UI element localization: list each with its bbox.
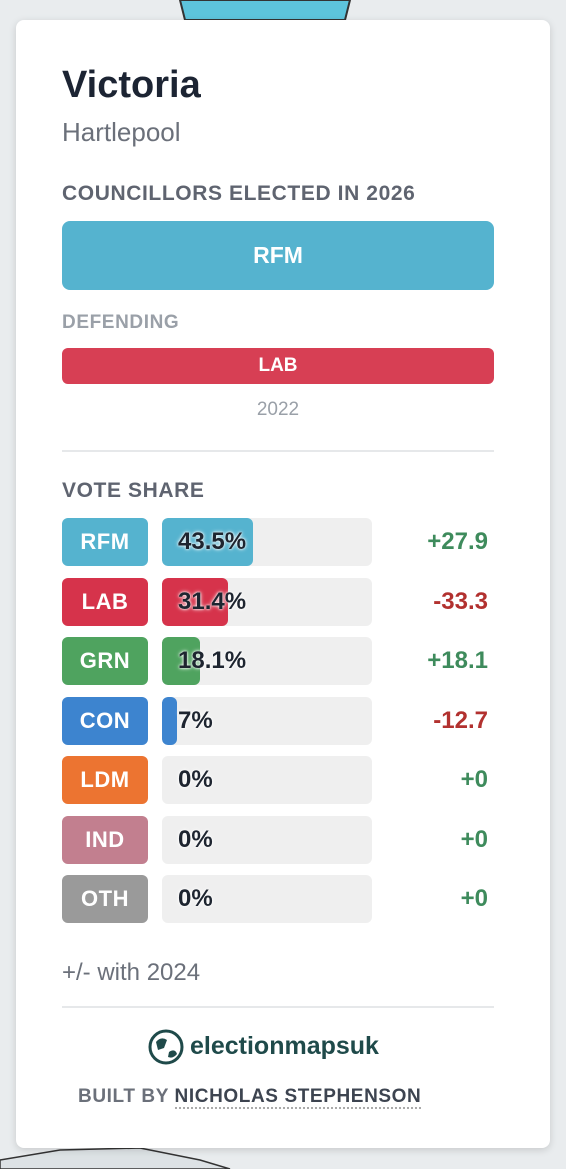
party-badge: LAB (62, 577, 148, 626)
divider (62, 450, 494, 452)
change-label: -33.3 (433, 587, 488, 615)
share-label: 0% (178, 885, 213, 912)
party-badge: IND (62, 815, 148, 864)
credit: BUILT BY NICHOLAS STEPHENSON (78, 1086, 422, 1109)
defending-party: LAB (62, 348, 494, 384)
change-label: +18.1 (427, 647, 488, 674)
brand-name: electionmapsuk (190, 1032, 379, 1060)
bar-track (162, 696, 372, 745)
change-label: +0 (460, 825, 488, 853)
bar-track (162, 577, 372, 626)
share-label: 31.4% (178, 587, 247, 615)
section-heading: DEFENDING (62, 312, 180, 333)
change-label: +0 (460, 885, 488, 912)
party-badge: LDM (62, 756, 148, 804)
party-badge: GRN (62, 637, 148, 685)
author-link[interactable]: NICHOLAS STEPHENSON (174, 1086, 422, 1109)
footnote: +/- with 2024 (62, 959, 201, 986)
authority-name: Hartlepool (62, 117, 181, 147)
share-label: 18.1% (178, 647, 247, 674)
share-bar (162, 577, 228, 626)
bar-track (162, 756, 372, 804)
section-heading: COUNCILLORS ELECTED IN 2026 (62, 182, 416, 205)
share-label: 0% (178, 825, 213, 853)
share-label: 0% (178, 766, 213, 793)
share-label: 7% (178, 706, 213, 734)
change-label: +27.9 (427, 528, 488, 555)
credit-prefix: BUILT BY (78, 1086, 169, 1107)
party-badge: RFM (62, 518, 148, 566)
winner-party: RFM (62, 221, 494, 290)
bar-track (162, 815, 372, 864)
bar-track (162, 518, 372, 566)
bar-track (162, 637, 372, 685)
share-bar (162, 637, 200, 685)
brand-logo (148, 1029, 184, 1065)
party-badge: CON (62, 696, 148, 745)
party-badge: OTH (62, 875, 148, 923)
section-heading: VOTE SHARE (62, 479, 205, 502)
change-label: +0 (460, 766, 488, 793)
divider (62, 1006, 494, 1008)
ward-title: Victoria (62, 64, 201, 106)
bar-track (162, 875, 372, 923)
share-bar (162, 518, 254, 566)
share-bar (162, 696, 177, 745)
change-label: -12.7 (433, 706, 488, 734)
share-label: 43.5% (178, 528, 247, 555)
defending-year: 2022 (256, 399, 300, 420)
